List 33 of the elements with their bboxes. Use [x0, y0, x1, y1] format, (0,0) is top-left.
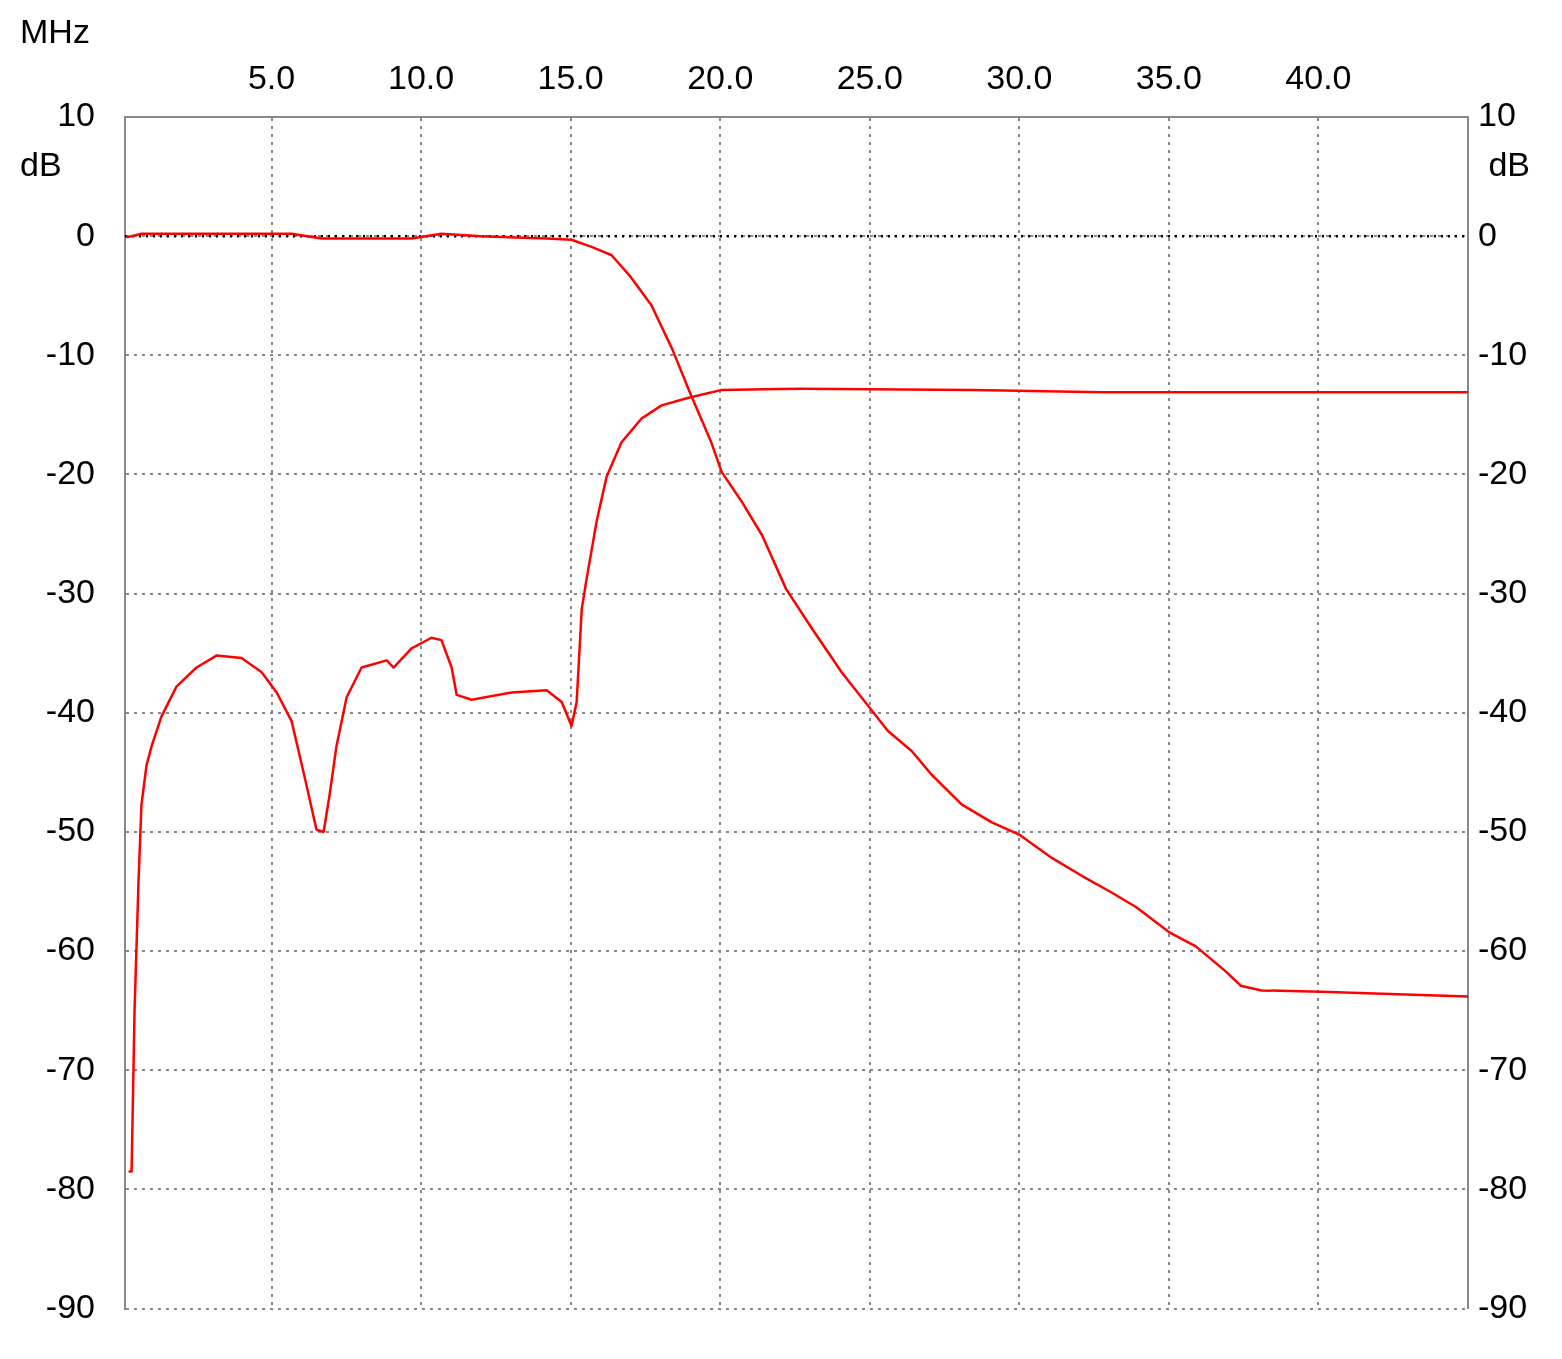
y2-axis-title: dB [1488, 145, 1530, 184]
x-axis-title: MHz [20, 12, 90, 51]
y2-tick-label: -10 [1478, 333, 1528, 372]
y2-tick-label: -20 [1478, 452, 1528, 491]
x-tick-label: 30.0 [986, 58, 1053, 97]
y2-tick-label: -90 [1478, 1286, 1528, 1325]
y2-tick-label: -60 [1478, 929, 1528, 968]
y2-tick-label: -40 [1478, 691, 1528, 730]
x-tick-label: 5.0 [247, 58, 296, 97]
x-tick-label: 20.0 [687, 58, 754, 97]
y-tick-label: 10 [57, 95, 95, 134]
y2-tick-label: 0 [1478, 214, 1497, 253]
y-axis-title: dB [20, 145, 62, 184]
y-tick-label: -90 [45, 1286, 95, 1325]
y-tick-label: -20 [45, 452, 95, 491]
y2-tick-label: -80 [1478, 1167, 1528, 1206]
y2-tick-label: -50 [1478, 810, 1528, 849]
x-tick-label: 10.0 [388, 58, 455, 97]
y-tick-label: -50 [45, 810, 95, 849]
x-tick-label: 40.0 [1285, 58, 1352, 97]
x-tick-label: 15.0 [537, 58, 604, 97]
y-tick-label: -60 [45, 929, 95, 968]
y-tick-label: -70 [45, 1048, 95, 1087]
y-tick-label: -10 [45, 333, 95, 372]
x-tick-label: 35.0 [1135, 58, 1202, 97]
y-tick-label: -30 [45, 572, 95, 611]
y-tick-label: 0 [76, 214, 95, 253]
y2-tick-label: -30 [1478, 572, 1528, 611]
y2-tick-label: -70 [1478, 1048, 1528, 1087]
y2-tick-label: 10 [1478, 95, 1516, 134]
y-tick-label: -40 [45, 691, 95, 730]
y-tick-label: -80 [45, 1167, 95, 1206]
x-tick-label: 25.0 [836, 58, 903, 97]
